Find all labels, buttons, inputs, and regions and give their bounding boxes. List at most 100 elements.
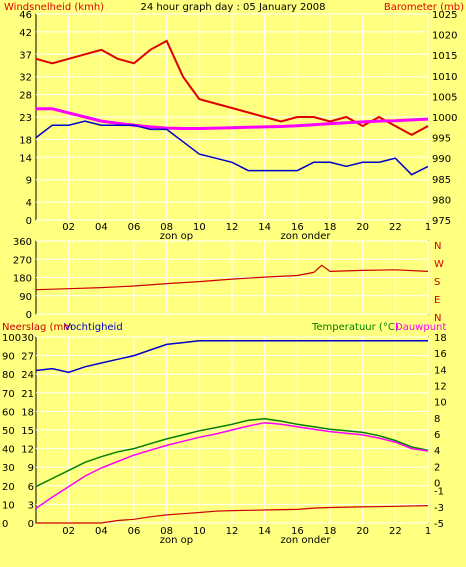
y-left-tick-label: 14 xyxy=(19,153,32,164)
temp-tick-label: 12 xyxy=(434,382,447,393)
direction-series xyxy=(35,264,429,291)
rain-tick-label: 12 xyxy=(21,445,34,456)
rain-tick-label: 18 xyxy=(21,407,34,418)
humidity-tick-label: 70 xyxy=(2,389,15,400)
x-tick-label: 10 xyxy=(193,526,206,537)
x-tick-label: 04 xyxy=(95,526,108,537)
dir-tick-label: 180 xyxy=(13,274,32,285)
x-tick-label: 1 xyxy=(425,222,431,233)
annotation-sunrise: zon op xyxy=(160,535,193,546)
rain-tick-label: 27 xyxy=(21,352,34,363)
compass-label: N xyxy=(434,241,441,252)
x-tick-label: 20 xyxy=(356,526,369,537)
x-tick-label: 06 xyxy=(128,526,141,537)
humidity-tick-label: 20 xyxy=(2,482,15,493)
compass-label: S xyxy=(434,277,440,288)
y-right-tick-label: 975 xyxy=(432,216,451,227)
y-right-tick-label: 995 xyxy=(432,134,451,145)
rain-tick-label: 6 xyxy=(28,482,34,493)
barometer-series xyxy=(36,107,429,130)
x-tick-label: 10 xyxy=(193,222,206,233)
x-tick-label: 14 xyxy=(258,526,271,537)
y-left-tick-label: 32 xyxy=(19,73,32,84)
temp-tick-label: 6 xyxy=(434,430,440,441)
y-left-tick-label: 28 xyxy=(19,91,32,102)
x-tick-label: 16 xyxy=(291,222,304,233)
humidity-tick-label: 40 xyxy=(2,445,15,456)
x-tick-label: 20 xyxy=(356,222,369,233)
temp-tick-label: 16 xyxy=(434,349,447,360)
x-tick-label: 1 xyxy=(425,526,431,537)
temp-tick-label: 4 xyxy=(434,446,440,457)
chart-title: 24 hour graph day : 05 January 2008 xyxy=(141,2,326,13)
annotation-sunset: zon onder xyxy=(281,535,332,546)
humidity-tick-label: 60 xyxy=(2,407,15,418)
y-left-tick-label: 18 xyxy=(19,135,32,146)
temp-tick-label: -5 xyxy=(434,519,444,530)
dir-tick-label: 360 xyxy=(13,237,32,248)
rain-tick-label: 0 xyxy=(28,519,34,530)
y-right-tick-label: 1000 xyxy=(432,113,457,124)
x-tick-label: 14 xyxy=(258,222,271,233)
dir-tick-label: 270 xyxy=(13,255,32,266)
x-tick-label: 06 xyxy=(128,222,141,233)
annotation-sunset: zon onder xyxy=(281,231,332,242)
bottom-left-label-rain: Neerslag (mm xyxy=(2,322,73,333)
temp-tick-label: -3 xyxy=(434,503,444,514)
bottom-left-label-humidity: Vochtigheid xyxy=(64,322,123,333)
x-tick-label: 22 xyxy=(389,222,402,233)
y-right-tick-label: 1025 xyxy=(432,10,457,21)
temp-tick-label: 10 xyxy=(434,398,447,409)
temp-tick-label: 0 xyxy=(434,479,440,490)
temp-tick-label: -1 xyxy=(434,487,444,498)
humidity-series xyxy=(35,339,428,374)
x-tick-label: 12 xyxy=(226,526,239,537)
x-tick-label: 16 xyxy=(291,526,304,537)
wind-series xyxy=(35,39,429,137)
y-left-tick-label: 0 xyxy=(26,216,32,227)
compass-label: E xyxy=(434,295,440,306)
humidity-tick-label: 80 xyxy=(2,370,15,381)
x-tick-label: 22 xyxy=(389,526,402,537)
dir-tick-label: 0 xyxy=(26,310,32,321)
temp-tick-label: 14 xyxy=(434,365,447,376)
rain-tick-label: 3 xyxy=(28,500,34,511)
x-tick-label: 04 xyxy=(95,222,108,233)
rain-tick-label: 15 xyxy=(21,426,34,437)
rain-tick-label: 24 xyxy=(21,370,34,381)
compass-label: N xyxy=(434,313,441,324)
humidity-tick-label: 30 xyxy=(2,463,15,474)
humidity-tick-label: 100 xyxy=(2,333,21,344)
temperature-series xyxy=(35,417,429,488)
bottom-right-label-temp: Temperatuur (°C) xyxy=(311,322,399,333)
y-right-tick-label: 980 xyxy=(432,195,451,206)
y-right-tick-label: 1005 xyxy=(432,92,457,103)
x-tick-label: 12 xyxy=(226,222,239,233)
humidity-tick-label: 90 xyxy=(2,352,15,363)
rain-tick-label: 9 xyxy=(28,463,34,474)
y-left-tick-label: 9 xyxy=(26,176,32,187)
blue-series xyxy=(35,120,429,176)
y-right-tick-label: 1015 xyxy=(432,51,457,62)
compass-label: W xyxy=(434,259,444,270)
right-header-baro: Barometer (mb) xyxy=(384,2,464,13)
temp-tick-label: 2 xyxy=(434,462,440,473)
x-tick-label: 08 xyxy=(160,222,173,233)
temp-tick-label: 8 xyxy=(434,414,440,425)
humidity-tick-label: 0 xyxy=(2,519,8,530)
left-header-wind: Windsnelheid (kmh) xyxy=(4,2,104,13)
y-left-tick-label: 23 xyxy=(19,113,32,124)
y-right-tick-label: 990 xyxy=(432,154,451,165)
x-tick-label: 08 xyxy=(160,526,173,537)
y-left-tick-label: 4 xyxy=(26,198,32,209)
rain-series xyxy=(36,505,429,524)
x-tick-label: 02 xyxy=(62,222,75,233)
y-right-tick-label: 985 xyxy=(432,175,451,186)
rain-tick-label: 21 xyxy=(21,389,34,400)
bottom-right-label-dew: Dauwpunt xyxy=(395,322,446,333)
y-right-tick-label: 1010 xyxy=(432,72,457,83)
rain-tick-label: 30 xyxy=(21,333,34,344)
y-left-tick-label: 46 xyxy=(19,10,32,21)
x-tick-label: 18 xyxy=(324,526,337,537)
